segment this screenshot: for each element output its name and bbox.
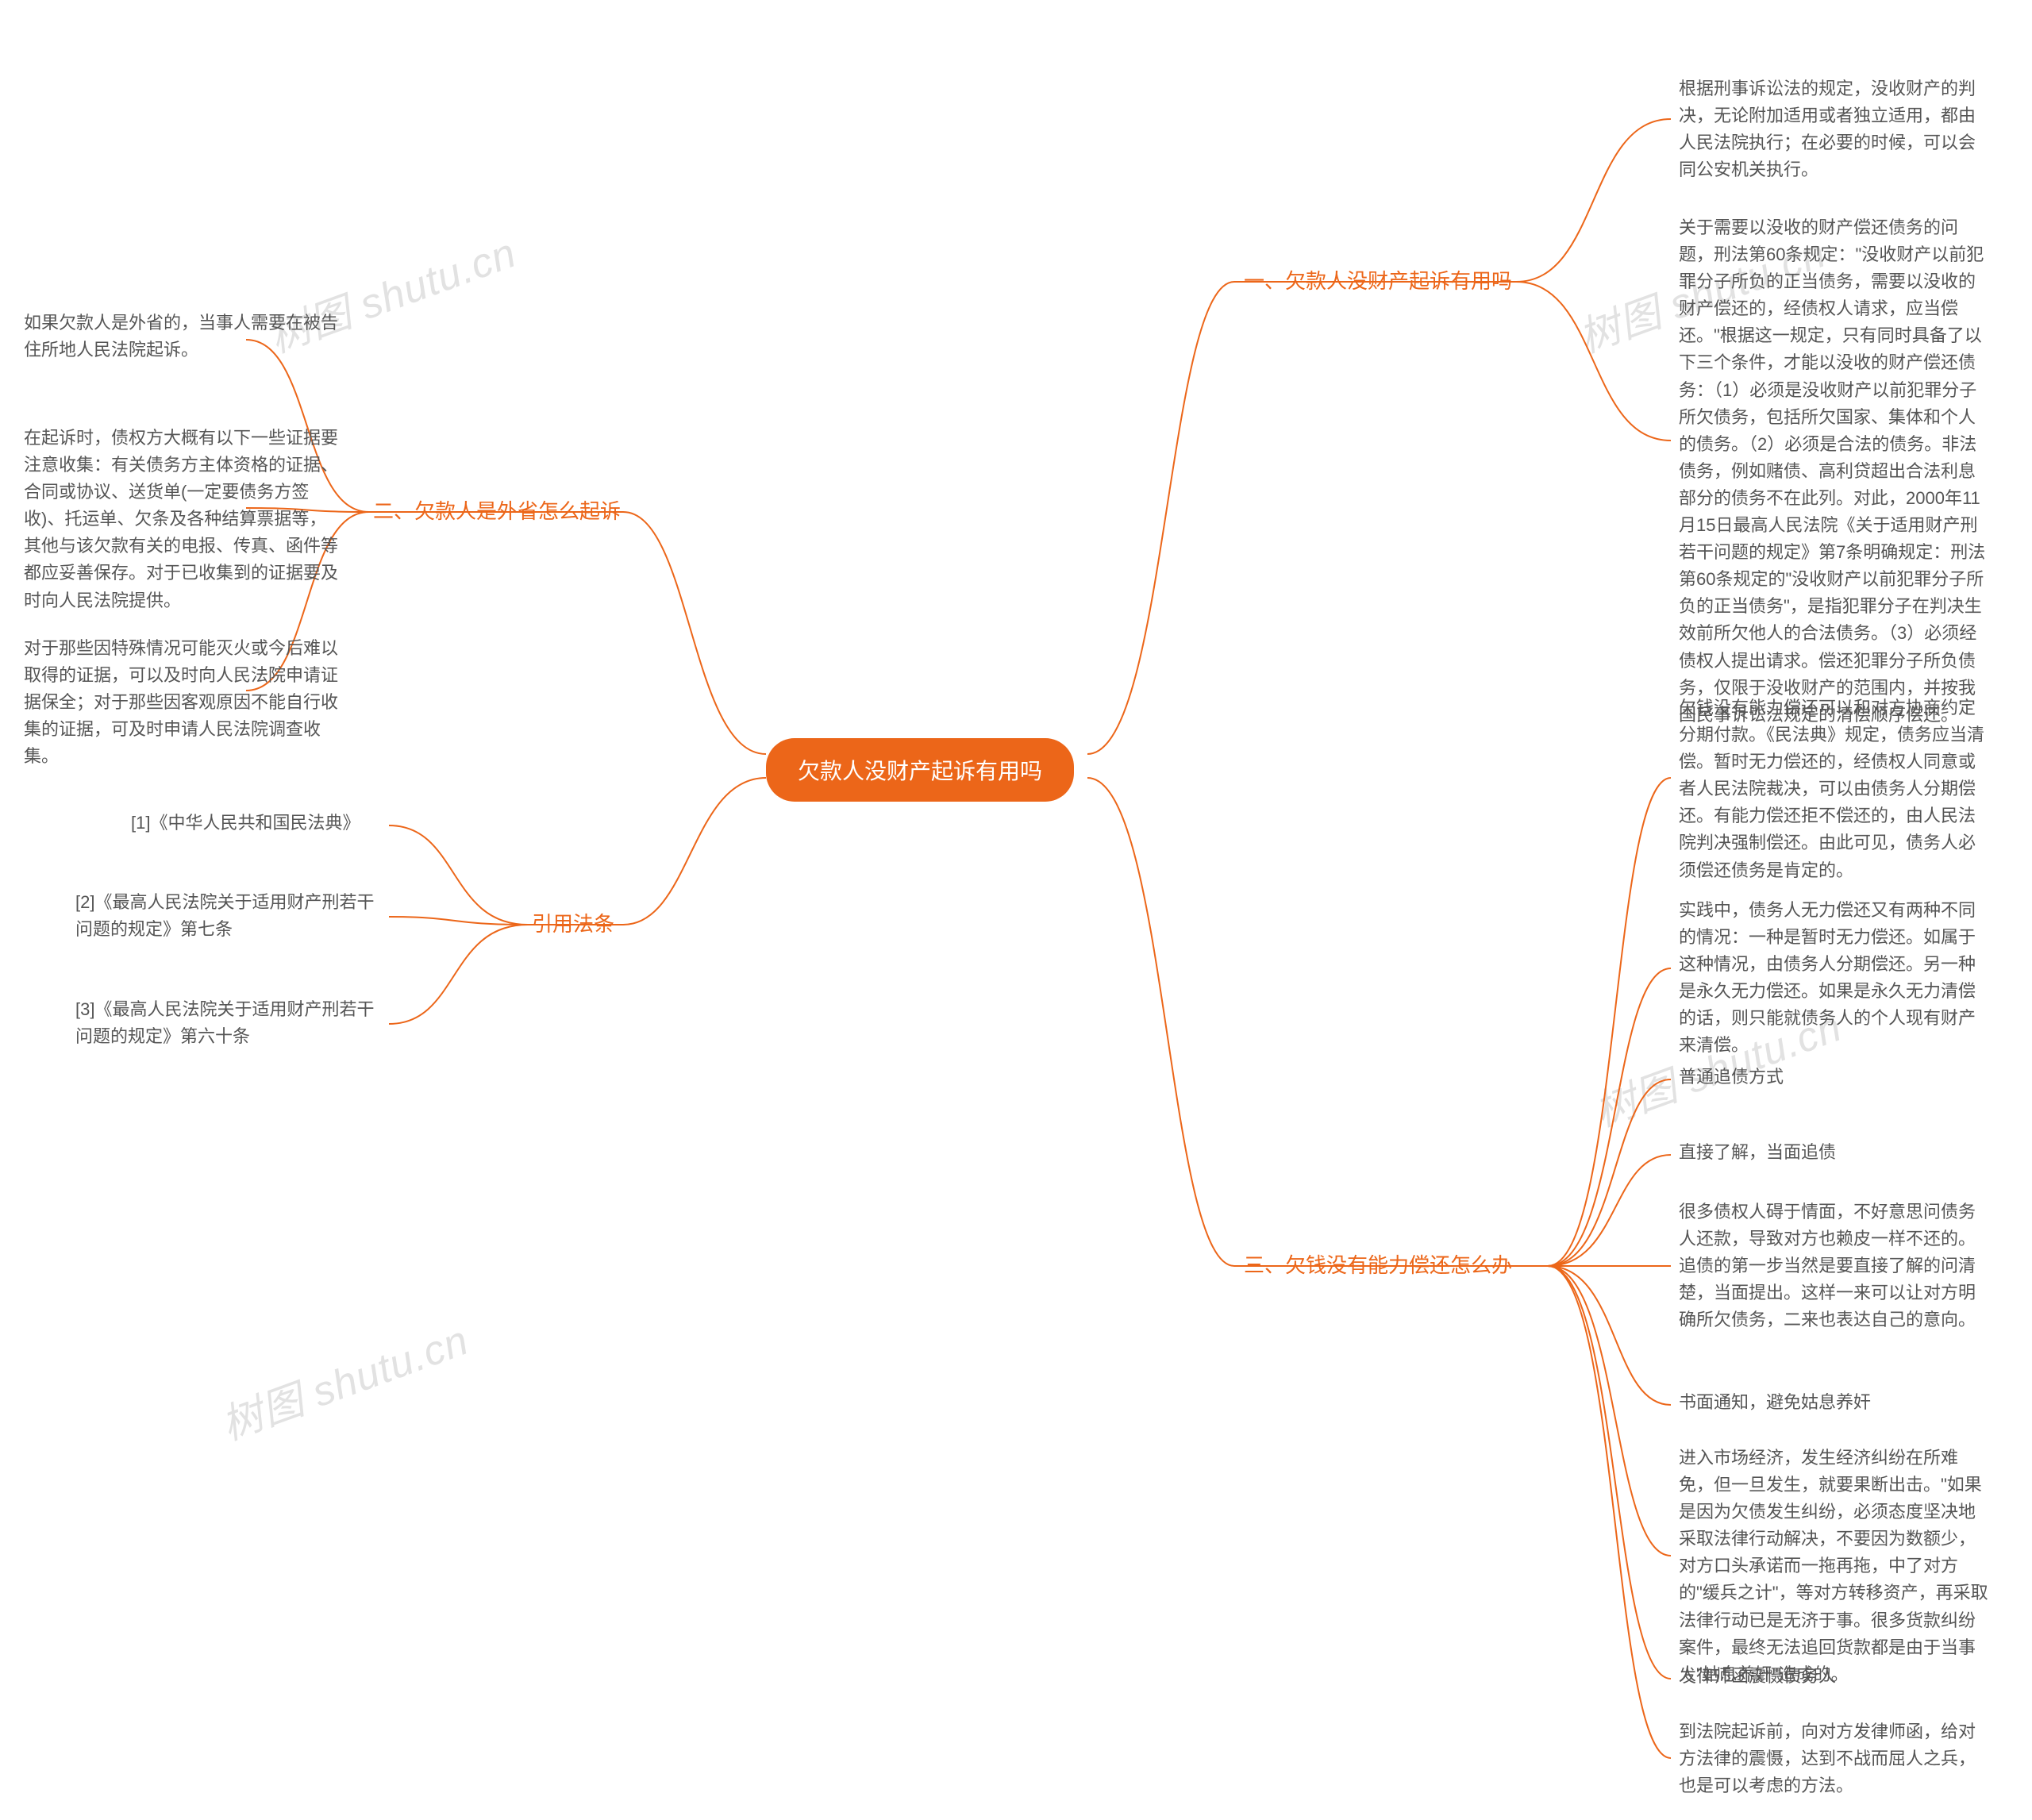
leaf-r3e: 很多债权人碍于情面，不好意思问债务人还款，导致对方也赖皮一样不还的。追债的第一步…	[1679, 1199, 1988, 1333]
branch-r3[interactable]: 三、欠钱没有能力偿还怎么办	[1244, 1245, 1512, 1283]
leaf-l2a: 如果欠款人是外省的，当事人需要在被告住所地人民法院起诉。	[24, 310, 341, 364]
leaf-lrefa: [1]《中华人民共和国民法典》	[131, 810, 360, 837]
leaf-r3f: 书面通知，避免姑息养奸	[1679, 1389, 1871, 1416]
branch-l2[interactable]: 二、欠款人是外省怎么起诉	[373, 491, 621, 529]
leaf-r3g: 进入市场经济，发生经济纠纷在所难免，但一旦发生，就要果断出击。"如果是因为欠债发…	[1679, 1445, 1988, 1688]
leaf-r3c: 普通追债方式	[1679, 1064, 1784, 1091]
leaf-r3i: 到法院起诉前，向对方发律师函，给对方法律的震慑，达到不战而屈人之兵，也是可以考虑…	[1679, 1718, 1988, 1799]
leaf-lrefb: [2]《最高人民法院关于适用财产刑若干问题的规定》第七条	[75, 889, 385, 943]
leaf-r1b: 关于需要以没收的财产偿还债务的问题，刑法第60条规定："没收财产以前犯罪分子所负…	[1679, 214, 1988, 729]
leaf-r1a: 根据刑事诉讼法的规定，没收财产的判决，无论附加适用或者独立适用，都由人民法院执行…	[1679, 75, 1988, 183]
mindmap-canvas: 树图 shutu.cn 树图 shutu.cn 树图 shutu.cn 树图 s…	[0, 0, 2032, 1820]
center-node[interactable]: 欠款人没财产起诉有用吗	[766, 738, 1074, 802]
branch-r1[interactable]: 一、欠款人没财产起诉有用吗	[1244, 260, 1512, 299]
leaf-r3d: 直接了解，当面追债	[1679, 1139, 1836, 1166]
leaf-l2c: 对于那些因特殊情况可能灭火或今后难以取得的证据，可以及时向人民法院申请证据保全；…	[24, 635, 341, 770]
leaf-l2b: 在起诉时，债权方大概有以下一些证据要注意收集：有关债务方主体资格的证据、合同或协…	[24, 425, 341, 614]
watermark: 树图 shutu.cn	[212, 1307, 475, 1452]
leaf-r3h: 发律师函震慑债务人	[1679, 1663, 1836, 1690]
leaf-r3b: 实践中，债务人无力偿还又有两种不同的情况：一种是暂时无力偿还。如属于这种情况，由…	[1679, 897, 1988, 1060]
leaf-r3a: 欠钱没有能力偿还可以和对方协商约定分期付款。《民法典》规定，债务应当清偿。暂时无…	[1679, 695, 1988, 884]
branch-lref[interactable]: 引用法条	[532, 903, 614, 942]
leaf-lrefc: [3]《最高人民法院关于适用财产刑若干问题的规定》第六十条	[75, 996, 385, 1050]
